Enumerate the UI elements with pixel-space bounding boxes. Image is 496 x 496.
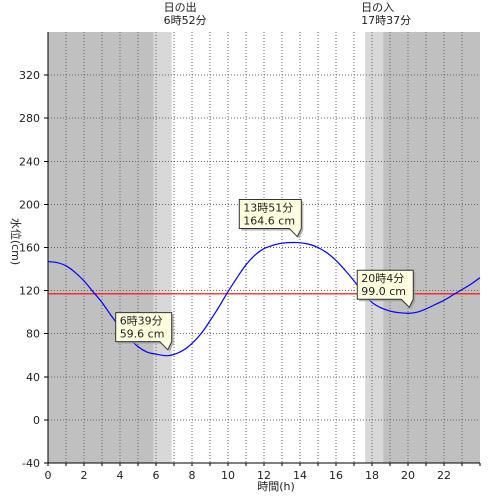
annotation-box [115,312,173,351]
twilight-band-evening [365,32,384,463]
x-tick-label: 0 [45,469,52,482]
annotation-box [238,199,302,238]
x-tick-label: 10 [221,469,235,482]
y-tick-label: -40 [22,457,40,470]
x-tick-label: 2 [81,469,88,482]
x-tick-label: 20 [401,469,415,482]
sunrise-label: 日の出 [164,0,197,14]
annotation-value: 99.0 cm [361,285,406,298]
y-tick-label: 280 [19,112,40,125]
x-tick-label: 18 [365,469,379,482]
annotation-value: 59.6 cm [120,328,165,341]
night-band-morning [48,32,154,463]
y-tick-label: 0 [33,414,40,427]
y-tick-label: 40 [26,371,40,384]
x-axis-title: 時間(h) [257,480,295,493]
annotation-time: 20時4分 [361,272,404,285]
y-tick-label: 200 [19,198,40,211]
y-tick-label: 160 [19,242,40,255]
x-tick-label: 16 [329,469,343,482]
annotation-box [356,269,414,309]
y-tick-label: 240 [19,155,40,168]
x-tick-label: 4 [117,469,124,482]
sunrise-time: 6時52分 [164,14,207,27]
x-tick-label: 22 [437,469,451,482]
annotation-time: 6時39分 [120,315,163,328]
y-tick-label: 320 [19,69,40,82]
x-tick-label: 8 [189,469,196,482]
x-tick-label: 14 [293,469,307,482]
x-tick-label: 6 [153,469,160,482]
annotation-time: 13時51分 [243,202,293,215]
y-tick-label: 120 [19,285,40,298]
annotation-value: 164.6 cm [243,215,295,228]
sunset-time: 17時37分 [361,14,411,27]
sunset-label: 日の入 [361,1,394,14]
y-tick-label: 80 [26,328,40,341]
y-axis-title: 水位(cm) [9,218,23,265]
x-tick-label: 12 [257,469,271,482]
